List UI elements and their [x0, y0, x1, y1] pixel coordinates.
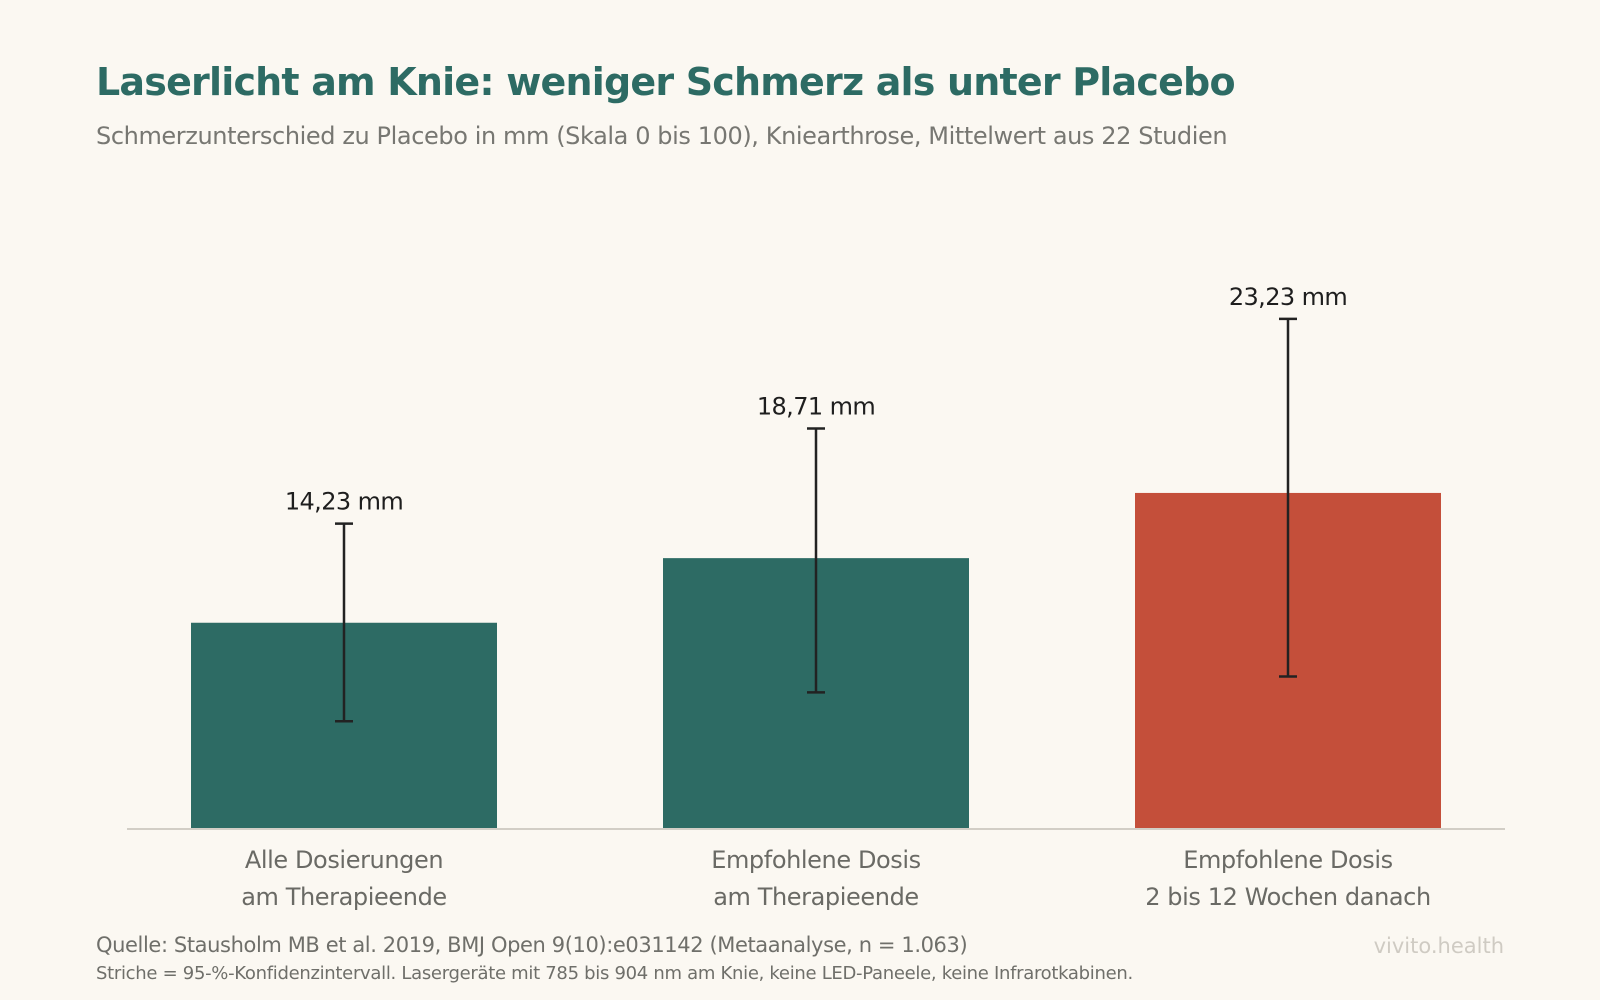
value-label-3: 23,23 mm — [1229, 283, 1347, 311]
footnote-text: Striche = 95-%-Konfidenzintervall. Laser… — [96, 963, 1133, 984]
brand-watermark: vivito.health — [1373, 934, 1504, 958]
value-label-2: 18,71 mm — [757, 392, 875, 420]
value-label-1: 14,23 mm — [285, 488, 403, 516]
source-text: Quelle: Stausholm MB et al. 2019, BMJ Op… — [96, 933, 968, 957]
bar-chart: 14,23 mm Alle Dosierungen am Therapieende 1… — [127, 283, 1505, 911]
category-label-1-line-2: am Therapieende — [241, 883, 447, 911]
category-label-1-line-1: Alle Dosierungen — [245, 846, 443, 874]
category-label-2-line-2: am Therapieende — [713, 883, 919, 911]
category-label-3-line-2: 2 bis 12 Wochen danach — [1145, 883, 1431, 911]
category-label-3-line-1: Empfohlene Dosis — [1183, 846, 1393, 874]
chart-subtitle: Schmerzunterschied zu Placebo in mm (Ska… — [96, 122, 1228, 150]
category-label-2-line-1: Empfohlene Dosis — [711, 846, 921, 874]
chart-title: Laserlicht am Knie: weniger Schmerz als … — [96, 60, 1236, 104]
